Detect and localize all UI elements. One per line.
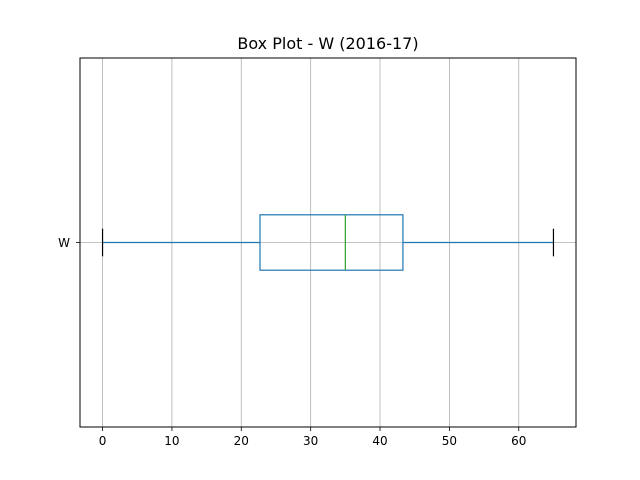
- x-tick-label: 0: [99, 434, 107, 448]
- x-axis: 0 10 20 30 40 50 60: [99, 427, 526, 448]
- iqr-box: [259, 214, 404, 271]
- x-tick-label: 10: [164, 434, 179, 448]
- x-tick-label: 30: [303, 434, 318, 448]
- x-tick-label: 60: [511, 434, 526, 448]
- y-tick-label: W: [58, 236, 70, 250]
- x-tick-label: 40: [372, 434, 387, 448]
- x-tick-label: 20: [234, 434, 249, 448]
- y-axis: W: [58, 236, 80, 250]
- box-plot-w: [101, 214, 555, 271]
- x-tick-label: 50: [442, 434, 457, 448]
- box-plot-series: [101, 214, 555, 271]
- chart-title: Box Plot - W (2016-17): [237, 34, 418, 53]
